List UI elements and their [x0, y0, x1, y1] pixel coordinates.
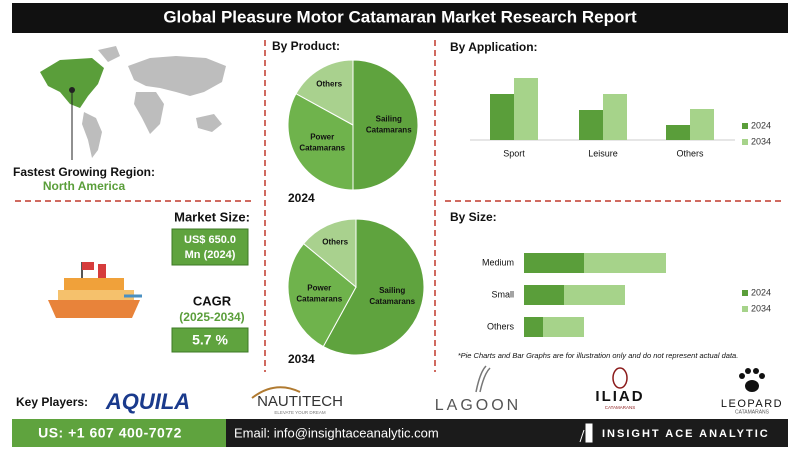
chart-title: By Size:	[450, 210, 497, 224]
bar	[490, 94, 514, 140]
bar-segment	[584, 253, 666, 273]
email[interactable]: Email: info@insightaceanalytic.com	[234, 425, 439, 440]
logo-sail	[475, 365, 491, 393]
player-logo: AQUILA	[105, 389, 190, 414]
logo-paw	[739, 368, 765, 392]
key-players-label: Key Players:	[16, 395, 88, 409]
cagr-label: CAGR	[193, 293, 232, 308]
pie-slice	[295, 59, 354, 126]
legend-swatch	[742, 290, 748, 296]
title: Global Pleasure Motor Catamaran Market R…	[163, 7, 637, 26]
category-label: Small	[491, 289, 514, 299]
category-label: Sport	[503, 148, 525, 158]
bar	[666, 125, 690, 140]
slice-label: Power Catamarans	[296, 284, 342, 304]
note: *Pie Charts and Bar Graphs are for illus…	[458, 351, 739, 360]
legend-swatch	[742, 123, 748, 129]
slice-label: Power Catamarans	[299, 133, 345, 153]
phone[interactable]: US: +1 607 400-7072	[38, 425, 182, 441]
bar	[690, 109, 714, 140]
legend-swatch	[742, 139, 748, 145]
market-size-value: Mn (2024)	[185, 249, 236, 261]
player-logo: NAUTITECH	[257, 393, 343, 410]
slice-label: Sailing Catamarans	[366, 115, 412, 135]
category-label: Others	[487, 321, 515, 331]
legend-label: 2034	[751, 303, 771, 313]
bar	[579, 110, 603, 140]
player-logo: LAGOON	[435, 397, 521, 414]
brand: INSIGHT ACE ANALYTIC	[602, 428, 770, 440]
slice-label: Sailing Catamarans	[369, 286, 415, 306]
slice-label: Others	[316, 80, 342, 89]
bar-segment	[524, 253, 584, 273]
legend-label: 2024	[751, 120, 771, 130]
bar-segment	[524, 285, 564, 305]
legend-swatch	[742, 306, 748, 312]
bar	[603, 94, 627, 140]
player-logo: LEOPARD	[721, 398, 783, 410]
slice-label: Others	[322, 238, 348, 247]
chart-title: By Application:	[450, 40, 538, 54]
phone-box	[12, 419, 226, 447]
bar-segment	[543, 317, 584, 337]
player-tagline: CATAMARANS	[735, 409, 770, 415]
bar	[514, 78, 538, 140]
category-label: Others	[676, 148, 704, 158]
logo-swoosh	[251, 386, 301, 399]
pie-slice	[352, 59, 419, 191]
brand-icon	[579, 423, 593, 443]
legend-label: 2034	[751, 136, 771, 146]
player-tagline: CATAMARANS	[605, 405, 636, 410]
pie-slice	[287, 93, 354, 191]
region-value: North America	[43, 179, 126, 193]
pie-slice	[322, 218, 425, 356]
pie-slice	[287, 242, 357, 348]
footer-bar	[226, 419, 788, 447]
market-size-box	[171, 228, 249, 266]
bar-segment	[564, 285, 625, 305]
chart-title: By Product:	[272, 39, 340, 53]
player-tagline: ELEVATE YOUR DREAM	[274, 410, 326, 415]
cagr-value: 5.7 %	[192, 332, 228, 348]
cagr-period: (2025-2034)	[179, 310, 244, 324]
year-label: 2024	[288, 191, 315, 205]
market-size-value: US$ 650.0	[184, 234, 236, 246]
cagr-box	[171, 327, 249, 353]
bar-segment	[524, 317, 543, 337]
market-size-label: Market Size:	[174, 209, 250, 224]
category-label: Leisure	[588, 148, 618, 158]
player-logo: ILIAD	[595, 388, 644, 405]
year-label: 2034	[288, 352, 315, 366]
world-map	[40, 46, 226, 160]
logo-mark	[612, 367, 628, 389]
category-label: Medium	[482, 257, 514, 267]
region-label: Fastest Growing Region:	[13, 165, 155, 179]
header-bar	[12, 3, 788, 33]
legend-label: 2024	[751, 287, 771, 297]
pie-slice	[302, 218, 357, 289]
ship-icon	[48, 262, 142, 318]
